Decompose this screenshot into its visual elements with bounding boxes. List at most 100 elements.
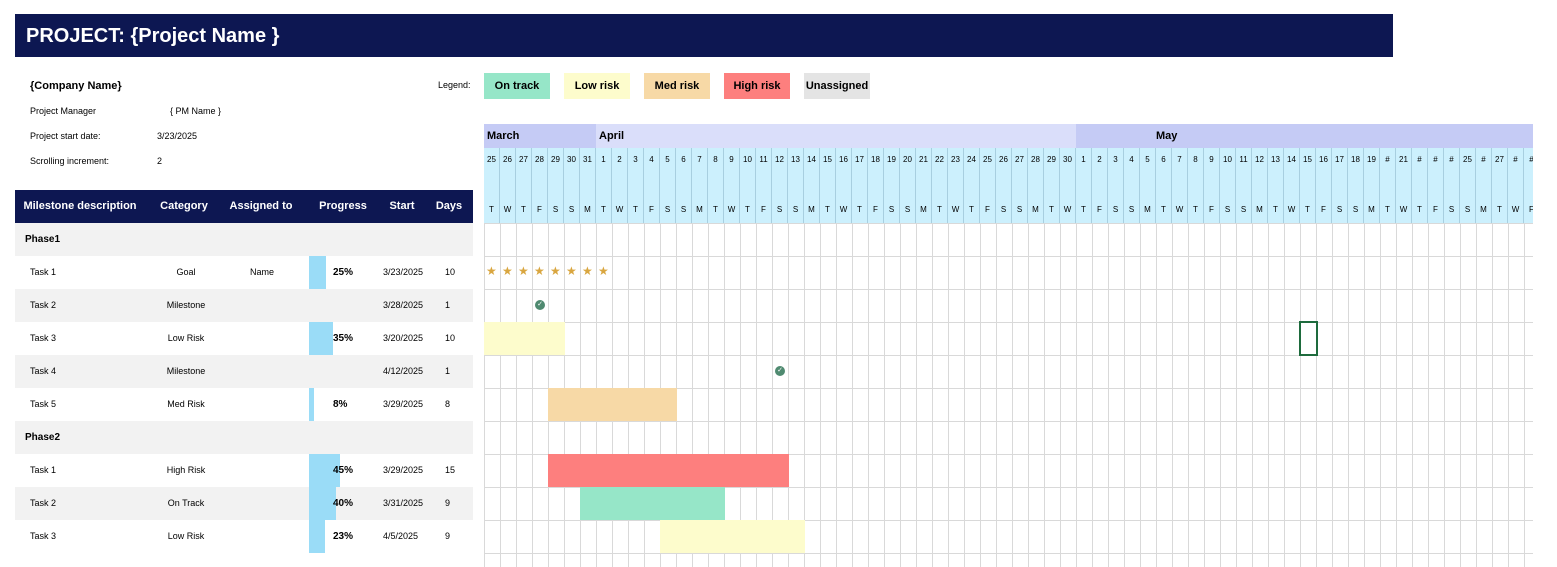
table-row[interactable]: Task 2 Milestone 3/28/2025 1 <box>15 289 473 322</box>
day-spacer <box>1444 172 1460 196</box>
task-start[interactable]: 3/28/2025 <box>383 300 424 310</box>
task-assigned[interactable] <box>225 289 299 322</box>
task-days[interactable]: 9 <box>445 498 451 508</box>
task-assigned[interactable] <box>225 388 299 421</box>
grid-line <box>932 223 933 567</box>
weekday: S <box>772 196 788 223</box>
day-number: 30 <box>564 148 580 172</box>
progress-value[interactable]: 23% <box>333 531 354 542</box>
task-bar[interactable] <box>548 454 789 487</box>
grid-line <box>964 223 965 567</box>
grid-line <box>484 388 1533 389</box>
task-category[interactable]: Milestone <box>166 366 206 376</box>
task-assigned[interactable] <box>225 355 299 388</box>
grid-line <box>484 223 1533 224</box>
task-assigned[interactable]: Name <box>249 267 274 277</box>
header-days[interactable]: Days <box>435 200 463 212</box>
table-row[interactable]: Task 4 Milestone 4/12/2025 1 <box>15 355 473 388</box>
weekday: S <box>1332 196 1348 223</box>
task-name[interactable]: Task 3 <box>30 531 57 541</box>
table-row[interactable]: Task 1 High Risk 45% 3/29/2025 15 <box>15 454 473 487</box>
task-days[interactable]: 10 <box>445 333 456 343</box>
task-category[interactable]: Milestone <box>166 300 206 310</box>
start-date-value[interactable]: 3/23/2025 <box>157 131 198 141</box>
task-name[interactable]: Task 1 <box>30 465 57 475</box>
weekday: M <box>580 196 596 223</box>
task-days[interactable]: 15 <box>445 465 456 475</box>
task-bar[interactable] <box>660 520 805 553</box>
progress-value[interactable]: 25% <box>333 267 354 278</box>
grid-line <box>1476 223 1477 567</box>
task-start[interactable]: 4/12/2025 <box>383 366 424 376</box>
scroll-increment-value[interactable]: 2 <box>157 156 163 166</box>
table-row[interactable]: Task 2 On Track 40% 3/31/2025 9 <box>15 487 473 520</box>
project-manager-value[interactable]: { PM Name } <box>170 106 222 116</box>
day-number: 21 <box>1396 148 1412 172</box>
task-start[interactable]: 4/5/2025 <box>383 531 419 541</box>
progress-value[interactable]: 35% <box>333 333 354 344</box>
task-start[interactable]: 3/29/2025 <box>383 399 424 409</box>
task-start[interactable]: 3/31/2025 <box>383 498 424 508</box>
phase-row[interactable]: Phase2 <box>15 421 473 454</box>
grid-line <box>1332 223 1333 567</box>
day-number: 9 <box>724 148 740 172</box>
header-milestone[interactable]: Milestone description <box>23 200 137 212</box>
table-row[interactable]: Task 3 Low Risk 23% 4/5/2025 9 <box>15 520 473 553</box>
header-start[interactable]: Start <box>389 200 415 212</box>
task-category[interactable]: Low Risk <box>167 531 205 541</box>
task-bar[interactable] <box>580 487 725 520</box>
day-number: # <box>1412 148 1428 172</box>
day-spacer <box>660 172 676 196</box>
header-progress[interactable]: Progress <box>319 200 367 212</box>
day-spacer <box>996 172 1012 196</box>
weekday: T <box>596 196 612 223</box>
task-start[interactable]: 3/29/2025 <box>383 465 424 475</box>
grid-line <box>484 421 1533 422</box>
day-spacer <box>740 172 756 196</box>
day-number: 7 <box>1172 148 1188 172</box>
table-row[interactable]: Task 3 Low Risk 35% 3/20/2025 10 <box>15 322 473 355</box>
task-start[interactable]: 3/20/2025 <box>383 333 424 343</box>
task-name[interactable]: Task 2 <box>30 300 57 310</box>
table-row[interactable]: Task 5 Med Risk 8% 3/29/2025 8 <box>15 388 473 421</box>
task-category[interactable]: Med Risk <box>167 399 205 409</box>
task-start[interactable]: 3/23/2025 <box>383 267 424 277</box>
task-assigned[interactable] <box>225 454 299 487</box>
progress-value[interactable]: 8% <box>333 399 348 410</box>
selected-cell[interactable] <box>1299 321 1318 356</box>
task-days[interactable]: 9 <box>445 531 451 541</box>
task-name[interactable]: Task 3 <box>30 333 57 343</box>
task-category[interactable]: On Track <box>167 498 205 508</box>
grid-line <box>1364 223 1365 567</box>
task-category[interactable]: High Risk <box>166 465 206 475</box>
task-assigned[interactable] <box>225 487 299 520</box>
task-days[interactable]: 10 <box>445 267 456 277</box>
progress-value[interactable]: 45% <box>333 465 354 476</box>
task-bar[interactable] <box>548 388 677 421</box>
task-days[interactable]: 1 <box>445 300 451 310</box>
day-spacer <box>1332 172 1348 196</box>
day-number: # <box>1476 148 1492 172</box>
task-assigned[interactable] <box>225 520 299 553</box>
header-category[interactable]: Category <box>160 200 208 212</box>
header-assigned[interactable]: Assigned to <box>229 200 293 212</box>
task-category[interactable]: Low Risk <box>167 333 205 343</box>
task-name[interactable]: Task 4 <box>30 366 57 376</box>
task-days[interactable]: 1 <box>445 366 451 376</box>
table-row[interactable]: Task 1 Goal Name 25% 3/23/2025 10 <box>15 256 473 289</box>
task-name[interactable]: Task 1 <box>30 267 57 277</box>
day-number: 6 <box>676 148 692 172</box>
task-name[interactable]: Task 2 <box>30 498 57 508</box>
phase-row[interactable]: Phase1 <box>15 223 473 256</box>
task-assigned[interactable] <box>225 322 299 355</box>
day-spacer <box>1188 172 1204 196</box>
task-bar[interactable] <box>484 322 565 355</box>
day-number: 5 <box>660 148 676 172</box>
day-spacer <box>1268 172 1284 196</box>
task-category[interactable]: Goal <box>176 267 196 277</box>
weekday: W <box>500 196 516 223</box>
grid-line <box>1012 223 1013 567</box>
task-name[interactable]: Task 5 <box>30 399 57 409</box>
task-days[interactable]: 8 <box>445 399 451 409</box>
progress-value[interactable]: 40% <box>333 498 354 509</box>
